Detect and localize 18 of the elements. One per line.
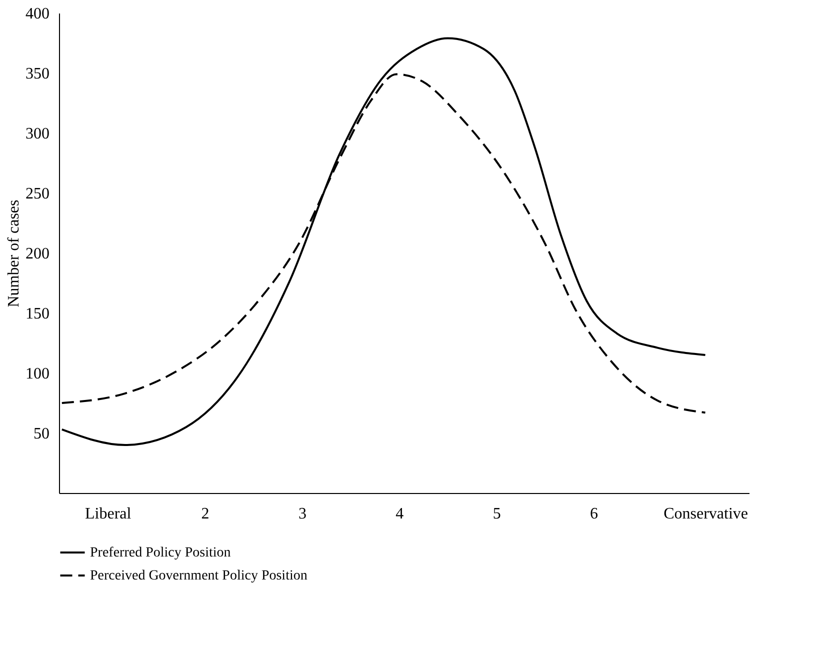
x-tick-label: Conservative (664, 506, 748, 522)
x-tick-label: 2 (201, 506, 210, 522)
x-tick-label: 6 (590, 506, 598, 522)
x-tick-label: Liberal (84, 506, 132, 522)
y-tick-label: 350 (26, 66, 50, 82)
x-tick-label: 4 (396, 506, 404, 522)
legend-label: Preferred Policy Position (90, 546, 231, 560)
y-tick-label: 400 (26, 6, 50, 22)
y-tick-label: 300 (26, 126, 50, 142)
y-tick-label: 100 (26, 366, 50, 382)
y-tick-label: 50 (34, 426, 50, 442)
x-tick-label: 5 (492, 506, 501, 522)
y-tick-label: 200 (26, 246, 50, 262)
y-axis-title: Number of cases (6, 200, 22, 308)
y-tick-label: 250 (26, 186, 50, 202)
y-tick-label: 150 (26, 306, 50, 322)
legend-label: Perceived Government Policy Position (90, 568, 308, 584)
x-tick-label: 3 (298, 506, 306, 522)
